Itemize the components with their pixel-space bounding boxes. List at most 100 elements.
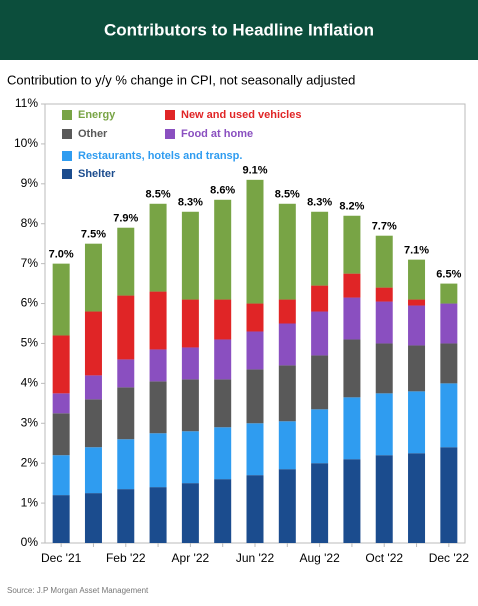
x-tick-label: Oct '22 bbox=[365, 551, 403, 565]
bar-segment bbox=[246, 179, 264, 304]
bar-segment bbox=[214, 427, 232, 480]
y-tick-label: 7% bbox=[21, 256, 39, 270]
bar-segment bbox=[278, 323, 296, 366]
bar-segment bbox=[84, 447, 102, 494]
bar-segment bbox=[52, 335, 70, 394]
total-label: 7.9% bbox=[113, 213, 138, 225]
bar-segment bbox=[52, 413, 70, 456]
bar-segment bbox=[84, 375, 102, 400]
y-tick-label: 8% bbox=[21, 216, 39, 230]
bar-segment bbox=[311, 409, 329, 464]
bar-segment bbox=[343, 459, 361, 543]
bar-segment bbox=[440, 343, 458, 384]
bar-segment bbox=[181, 211, 199, 300]
y-tick-label: 11% bbox=[15, 96, 38, 110]
y-tick-label: 10% bbox=[14, 136, 38, 150]
total-label: 8.2% bbox=[339, 201, 364, 213]
bar-segment bbox=[246, 423, 264, 476]
bar-segment bbox=[149, 291, 167, 350]
bar-segment bbox=[181, 483, 199, 543]
y-tick-label: 9% bbox=[21, 176, 39, 190]
x-tick-label: Jun '22 bbox=[236, 551, 275, 565]
x-tick-label: Apr '22 bbox=[172, 551, 210, 565]
bar-segment bbox=[181, 379, 199, 432]
bar-segment bbox=[375, 343, 393, 394]
bar-segment bbox=[149, 203, 167, 292]
bar-segment bbox=[181, 431, 199, 484]
bar-segment bbox=[117, 439, 135, 490]
legend-label: Other bbox=[78, 128, 108, 140]
bar-segment bbox=[375, 455, 393, 543]
bar-segment bbox=[84, 243, 102, 312]
total-label: 8.3% bbox=[307, 197, 332, 209]
bar-segment bbox=[440, 303, 458, 344]
bar-segment bbox=[311, 311, 329, 356]
bar-segment bbox=[52, 495, 70, 543]
y-tick-label: 4% bbox=[21, 376, 39, 390]
legend-label: Food at home bbox=[181, 128, 253, 140]
bar-segment bbox=[181, 299, 199, 348]
legend-swatch bbox=[62, 151, 72, 161]
bar-segment bbox=[246, 331, 264, 370]
bar-segment bbox=[52, 263, 70, 336]
bar-segment bbox=[84, 493, 102, 543]
total-label: 8.6% bbox=[210, 185, 235, 197]
bar-segment bbox=[343, 297, 361, 340]
chart-subtitle: Contribution to y/y % change in CPI, not… bbox=[7, 72, 355, 87]
bar-segment bbox=[246, 303, 264, 332]
bar-segment bbox=[375, 287, 393, 302]
x-tick-label: Dec '21 bbox=[41, 551, 82, 565]
bar-segment bbox=[84, 311, 102, 376]
bar-segment bbox=[311, 355, 329, 410]
chart-title: Contributors to Headline Inflation bbox=[104, 20, 374, 39]
legend-swatch bbox=[165, 129, 175, 139]
bar-segment bbox=[375, 235, 393, 288]
bar-segment bbox=[311, 211, 329, 286]
bar-segment bbox=[311, 285, 329, 312]
bar-segment bbox=[375, 301, 393, 344]
bar-segment bbox=[149, 381, 167, 434]
legend-swatch bbox=[62, 169, 72, 179]
bar-segment bbox=[408, 305, 426, 346]
bar-segment bbox=[214, 339, 232, 380]
y-tick-label: 0% bbox=[21, 535, 39, 549]
bar-segment bbox=[343, 397, 361, 460]
bar-segment bbox=[117, 359, 135, 388]
bar-segment bbox=[149, 349, 167, 382]
bar-segment bbox=[149, 487, 167, 543]
y-tick-label: 6% bbox=[21, 296, 39, 310]
bar-segment bbox=[214, 479, 232, 543]
bar-segment bbox=[278, 469, 296, 543]
bar-segment bbox=[117, 489, 135, 543]
legend-label: Shelter bbox=[78, 168, 116, 180]
x-tick-label: Feb '22 bbox=[106, 551, 146, 565]
bar-segment bbox=[246, 369, 264, 424]
bar-segment bbox=[440, 283, 458, 304]
bar-segment bbox=[408, 299, 426, 306]
y-tick-label: 5% bbox=[21, 336, 39, 350]
bar-segment bbox=[408, 391, 426, 454]
bar-segment bbox=[440, 447, 458, 543]
bar-segment bbox=[181, 347, 199, 380]
total-label: 8.5% bbox=[146, 189, 171, 201]
bar-segment bbox=[311, 463, 329, 543]
legend-swatch bbox=[165, 110, 175, 120]
bar-segment bbox=[214, 199, 232, 300]
bar-segment bbox=[149, 433, 167, 488]
y-tick-label: 1% bbox=[21, 495, 39, 509]
total-label: 7.0% bbox=[49, 249, 74, 261]
bar-segment bbox=[278, 365, 296, 422]
source-note: Source: J.P Morgan Asset Management bbox=[7, 586, 149, 595]
y-tick-label: 3% bbox=[21, 415, 39, 429]
legend-swatch bbox=[62, 129, 72, 139]
bar-segment bbox=[117, 227, 135, 296]
legend-label: New and used vehicles bbox=[181, 109, 301, 121]
total-label: 8.3% bbox=[178, 197, 203, 209]
bar-segment bbox=[117, 387, 135, 440]
bar-segment bbox=[375, 393, 393, 456]
bar-segment bbox=[214, 379, 232, 428]
total-label: 7.5% bbox=[81, 229, 106, 241]
legend-swatch bbox=[62, 110, 72, 120]
